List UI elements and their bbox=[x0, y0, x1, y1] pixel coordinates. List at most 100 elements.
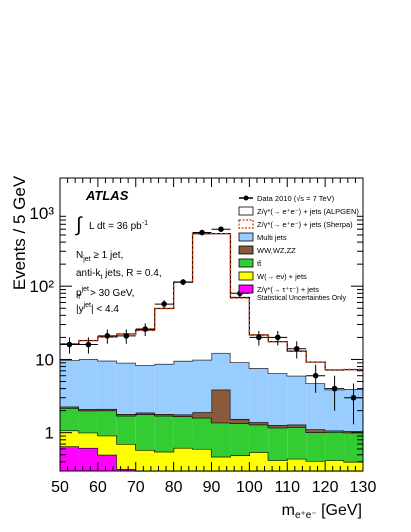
bar-wenu-2 bbox=[97, 435, 117, 455]
data-point-0 bbox=[66, 341, 73, 348]
bar-ww-11 bbox=[268, 425, 288, 428]
bar-wenu-8 bbox=[211, 456, 231, 471]
data-point-7 bbox=[199, 229, 205, 236]
bar-multijets-3 bbox=[116, 362, 136, 415]
axes bbox=[59, 177, 364, 472]
x-label-sub: e⁺e⁻ bbox=[295, 510, 317, 521]
bar-multijets-13 bbox=[306, 383, 326, 430]
data-point-2 bbox=[104, 333, 111, 339]
data-point-6 bbox=[180, 279, 186, 285]
legend: Data 2010 (√s = 7 TeV) Z/γ*(→ e⁺e⁻) + jet… bbox=[238, 194, 359, 294]
bar-wenu-14 bbox=[325, 460, 345, 471]
bar-ttbar-6 bbox=[173, 416, 193, 448]
algo-label: anti-kt jets, R = 0.4, bbox=[76, 268, 162, 281]
sherpa-step bbox=[60, 232, 363, 371]
y-tick-label-10: 10 bbox=[35, 350, 54, 369]
bar-ww-4 bbox=[135, 412, 155, 415]
x-label-unit: [GeV] bbox=[317, 502, 362, 519]
bar-wenu-12 bbox=[287, 458, 307, 471]
algo-rest: jets, R = 0.4, bbox=[102, 268, 161, 279]
y-tick-label-1: 1 bbox=[45, 424, 54, 443]
bar-ttbar-1 bbox=[78, 410, 98, 433]
bar-ztautau-0 bbox=[60, 446, 79, 471]
bar-ztautau-1 bbox=[78, 447, 98, 471]
bar-wenu-1 bbox=[78, 432, 98, 448]
sherpa-line bbox=[60, 232, 363, 371]
y-rest: | < 4.4 bbox=[91, 304, 119, 315]
lumi-exp: -1 bbox=[142, 220, 148, 227]
bar-ttbar-3 bbox=[116, 415, 136, 445]
legend-swatch-zee bbox=[238, 206, 254, 216]
bar-ww-2 bbox=[97, 408, 117, 411]
y-tick-labels: 1 10 10² 10³ bbox=[29, 204, 54, 443]
bar-ttbar-2 bbox=[97, 410, 117, 436]
bar-ttbar-5 bbox=[154, 415, 174, 452]
stat-note: Statistical Uncertainties Only bbox=[257, 295, 347, 302]
bar-multijets-7 bbox=[192, 359, 212, 413]
bar-ww-10 bbox=[249, 422, 269, 425]
njet-rest: ≥ 1 jet, bbox=[91, 250, 124, 261]
legend-label-ztautau: Z/γ*(→ τ⁺τ⁻) + jets bbox=[257, 285, 319, 294]
pt-sup: jet bbox=[81, 286, 89, 293]
data-point-8 bbox=[218, 226, 224, 232]
x-tick-label-60: 60 bbox=[89, 479, 107, 496]
x-label-base: m bbox=[282, 502, 295, 519]
bar-multijets-5 bbox=[154, 363, 174, 415]
x-tick-label-120: 120 bbox=[312, 479, 339, 496]
njet-base: N bbox=[76, 250, 83, 261]
y-pre: |y bbox=[76, 304, 84, 315]
bar-wenu-6 bbox=[173, 447, 193, 471]
legend-swatch-ztautau bbox=[238, 284, 254, 294]
bar-zee-6 bbox=[173, 282, 193, 361]
data-point-13 bbox=[312, 372, 319, 379]
x-tick-label-110: 110 bbox=[274, 479, 300, 496]
x-tick-label-50: 50 bbox=[51, 479, 69, 496]
bar-multijets-10 bbox=[249, 368, 269, 423]
legend-label-multijets: Multi jets bbox=[257, 233, 287, 242]
atlas-label: ATLAS bbox=[85, 188, 129, 203]
data-point-4 bbox=[142, 326, 149, 332]
bar-zee-2 bbox=[97, 336, 117, 361]
bar-ttbar-13 bbox=[306, 432, 326, 462]
algo-base: anti-k bbox=[76, 268, 101, 279]
legend-swatch-wenu bbox=[238, 271, 254, 281]
legend-swatch-multijets bbox=[238, 232, 254, 242]
bar-ww-13 bbox=[306, 429, 326, 433]
bar-ww-8 bbox=[211, 389, 231, 423]
bar-zee-8 bbox=[211, 233, 231, 353]
bar-ttbar-9 bbox=[230, 423, 250, 456]
lumi-text: L dt = 36 pb bbox=[89, 221, 142, 232]
data-point-5 bbox=[161, 301, 167, 307]
bar-ttbar-4 bbox=[135, 414, 155, 451]
bar-multijets-8 bbox=[211, 352, 231, 390]
x-axis-label: me⁺e⁻ [GeV] bbox=[282, 502, 362, 521]
bar-ww-14 bbox=[325, 430, 345, 433]
bar-multijets-11 bbox=[268, 373, 288, 426]
bar-multijets-12 bbox=[287, 375, 307, 425]
bar-wenu-15 bbox=[344, 461, 363, 471]
bar-wenu-4 bbox=[135, 450, 155, 471]
data-point-3 bbox=[123, 333, 130, 339]
x-tick-label-70: 70 bbox=[127, 479, 145, 496]
bar-ww-0 bbox=[60, 406, 79, 409]
pt-cut-label: pjet T > 30 GeV, bbox=[76, 286, 134, 301]
njet-sub: jet bbox=[82, 256, 90, 263]
bar-ww-5 bbox=[154, 414, 174, 416]
bar-ww-1 bbox=[78, 409, 98, 411]
lumi-integral: ∫ bbox=[75, 214, 83, 236]
bar-ttbar-10 bbox=[249, 424, 269, 453]
bar-zee-9 bbox=[230, 297, 250, 363]
bar-ww-12 bbox=[287, 424, 307, 428]
njet-label: Njet ≥ 1 jet, bbox=[76, 250, 123, 263]
bar-zee-10 bbox=[249, 334, 269, 369]
bar-multijets-0 bbox=[60, 360, 79, 407]
pt-rest: > 30 GeV, bbox=[87, 288, 134, 299]
bar-zee-5 bbox=[154, 308, 174, 364]
legend-swatch-sherpa bbox=[238, 219, 254, 229]
data-point-10 bbox=[256, 334, 262, 341]
bar-ttbar-0 bbox=[60, 408, 79, 431]
stacked-histogram bbox=[60, 233, 363, 472]
bar-multijets-9 bbox=[230, 362, 250, 419]
legend-label-ttbar: tt̄ bbox=[257, 259, 262, 268]
